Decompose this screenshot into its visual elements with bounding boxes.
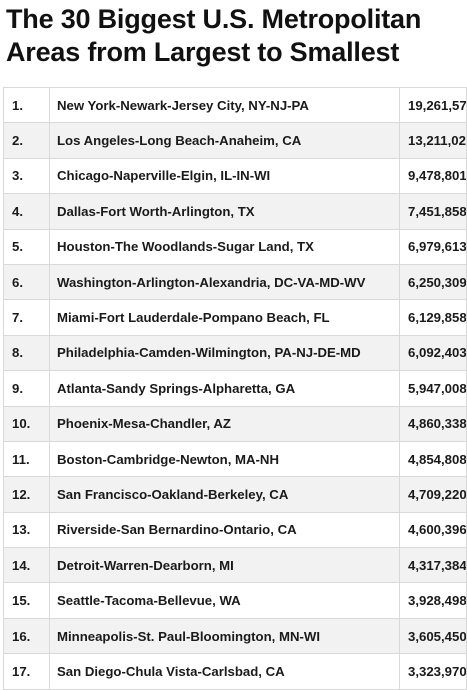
- rank-cell: 9.: [3, 370, 50, 407]
- population-cell: 3,605,450: [399, 617, 467, 655]
- rank-cell: 4.: [3, 193, 50, 230]
- metro-name-cell: Chicago-Naperville-Elgin, IL-IN-WI: [49, 157, 400, 195]
- rank-cell: 6.: [3, 263, 50, 301]
- population-cell: 4,854,808: [399, 440, 467, 478]
- metro-name-cell: Atlanta-Sandy Springs-Alpharetta, GA: [49, 370, 400, 407]
- rank-cell: 8.: [3, 334, 50, 372]
- population-cell: 4,600,396: [399, 511, 467, 549]
- rank-cell: 12.: [3, 476, 50, 513]
- table-row: 13. Riverside-San Bernardino-Ontario, CA 4…: [3, 511, 467, 549]
- metro-name-cell: Boston-Cambridge-Newton, MA-NH: [49, 440, 400, 478]
- population-cell: 6,979,613: [399, 228, 467, 265]
- table-row: 9. Atlanta-Sandy Springs-Alpharetta, GA 5,…: [3, 370, 467, 407]
- metro-name-cell: Los Angeles-Long Beach-Anaheim, CA: [49, 122, 400, 159]
- metro-name-cell: Houston-The Woodlands-Sugar Land, TX: [49, 228, 400, 265]
- metro-name-cell: Philadelphia-Camden-Wilmington, PA-NJ-DE…: [49, 334, 400, 372]
- population-cell: 9,478,801: [399, 157, 467, 195]
- table-row: 6. Washington-Arlington-Alexandria, DC-VA…: [3, 263, 467, 301]
- metro-name-cell: San Francisco-Oakland-Berkeley, CA: [49, 476, 400, 513]
- rank-cell: 3.: [3, 157, 50, 195]
- table-row: 3. Chicago-Naperville-Elgin, IL-IN-WI 9,47…: [3, 157, 467, 195]
- metro-name-cell: Minneapolis-St. Paul-Bloomington, MN-WI: [49, 617, 400, 655]
- population-cell: 6,250,309: [399, 263, 467, 301]
- table-row: 10. Phoenix-Mesa-Chandler, AZ 4,860,338: [3, 405, 467, 442]
- population-cell: 13,211,027: [399, 122, 467, 159]
- rank-cell: 10.: [3, 405, 50, 442]
- rank-cell: 13.: [3, 511, 50, 549]
- metro-name-cell: New York-Newark-Jersey City, NY-NJ-PA: [49, 86, 400, 124]
- metro-name-cell: Washington-Arlington-Alexandria, DC-VA-M…: [49, 263, 400, 301]
- metro-name-cell: Phoenix-Mesa-Chandler, AZ: [49, 405, 400, 442]
- rank-cell: 15.: [3, 582, 50, 619]
- table-row: 14. Detroit-Warren-Dearborn, MI 4,317,384: [3, 547, 467, 584]
- rank-cell: 14.: [3, 547, 50, 584]
- table-row: 15. Seattle-Tacoma-Bellevue, WA 3,928,498: [3, 582, 467, 619]
- rank-cell: 16.: [3, 617, 50, 655]
- metro-name-cell: Seattle-Tacoma-Bellevue, WA: [49, 582, 400, 619]
- population-cell: 4,317,384: [399, 547, 467, 584]
- metro-name-cell: Miami-Fort Lauderdale-Pompano Beach, FL: [49, 299, 400, 336]
- population-cell: 19,261,570: [399, 86, 467, 124]
- population-cell: 6,092,403: [399, 334, 467, 372]
- population-cell: 3,928,498: [399, 582, 467, 619]
- table-row: 2. Los Angeles-Long Beach-Anaheim, CA 13,2…: [3, 122, 467, 159]
- population-cell: 4,709,220: [399, 476, 467, 513]
- rank-cell: 7.: [3, 299, 50, 336]
- population-cell: 4,860,338: [399, 405, 467, 442]
- rank-cell: 2.: [3, 122, 50, 159]
- population-cell: 5,947,008: [399, 370, 467, 407]
- table-row: 5. Houston-The Woodlands-Sugar Land, TX 6,…: [3, 228, 467, 265]
- table-row: 7. Miami-Fort Lauderdale-Pompano Beach, F…: [3, 299, 467, 336]
- rank-cell: 5.: [3, 228, 50, 265]
- page-title: The 30 Biggest U.S. Metropolitan Areas f…: [6, 4, 422, 67]
- rank-cell: 11.: [3, 440, 50, 478]
- population-cell: 7,451,858: [399, 193, 467, 230]
- table-row: 12. San Francisco-Oakland-Berkeley, CA 4,7…: [3, 476, 467, 513]
- metro-areas-table: 1. New York-Newark-Jersey City, NY-NJ-PA 1…: [3, 86, 467, 690]
- rank-cell: 1.: [3, 86, 50, 124]
- table-row: 11. Boston-Cambridge-Newton, MA-NH 4,854,8…: [3, 440, 467, 478]
- table-row: 8. Philadelphia-Camden-Wilmington, PA-NJ-…: [3, 334, 467, 372]
- metro-name-cell: Detroit-Warren-Dearborn, MI: [49, 547, 400, 584]
- table-body: 1. New York-Newark-Jersey City, NY-NJ-PA 1…: [3, 86, 467, 690]
- metro-name-cell: Dallas-Fort Worth-Arlington, TX: [49, 193, 400, 230]
- table-row: 4. Dallas-Fort Worth-Arlington, TX 7,451,8…: [3, 193, 467, 230]
- table-row: 1. New York-Newark-Jersey City, NY-NJ-PA 1…: [3, 86, 467, 124]
- population-cell: 6,129,858: [399, 299, 467, 336]
- table-row: 16. Minneapolis-St. Paul-Bloomington, MN-…: [3, 617, 467, 655]
- metro-name-cell: Riverside-San Bernardino-Ontario, CA: [49, 511, 400, 549]
